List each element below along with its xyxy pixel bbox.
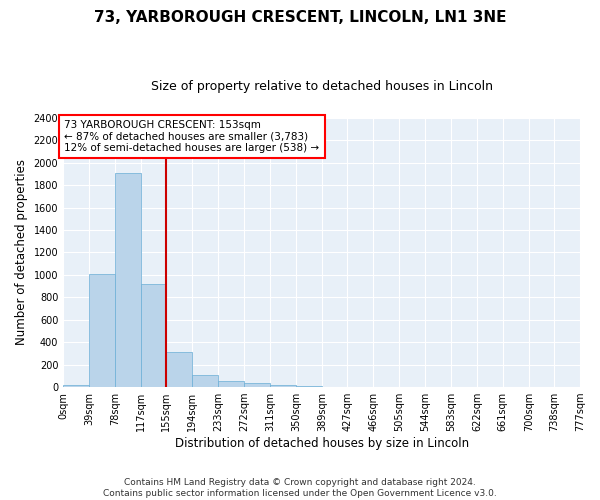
Bar [89,274,115,387]
Bar [192,374,218,387]
Bar [244,383,270,387]
Text: 73 YARBOROUGH CRESCENT: 153sqm
← 87% of detached houses are smaller (3,783)
12% : 73 YARBOROUGH CRESCENT: 153sqm ← 87% of … [64,120,320,153]
Bar [218,380,244,387]
X-axis label: Distribution of detached houses by size in Lincoln: Distribution of detached houses by size … [175,437,469,450]
Bar [296,386,322,387]
Text: 73, YARBOROUGH CRESCENT, LINCOLN, LN1 3NE: 73, YARBOROUGH CRESCENT, LINCOLN, LN1 3N… [94,10,506,25]
Bar [115,173,141,387]
Bar [166,352,192,387]
Bar [141,284,166,387]
Text: Contains HM Land Registry data © Crown copyright and database right 2024.
Contai: Contains HM Land Registry data © Crown c… [103,478,497,498]
Title: Size of property relative to detached houses in Lincoln: Size of property relative to detached ho… [151,80,493,93]
Y-axis label: Number of detached properties: Number of detached properties [15,160,28,346]
Bar [63,385,89,387]
Bar [270,384,296,387]
